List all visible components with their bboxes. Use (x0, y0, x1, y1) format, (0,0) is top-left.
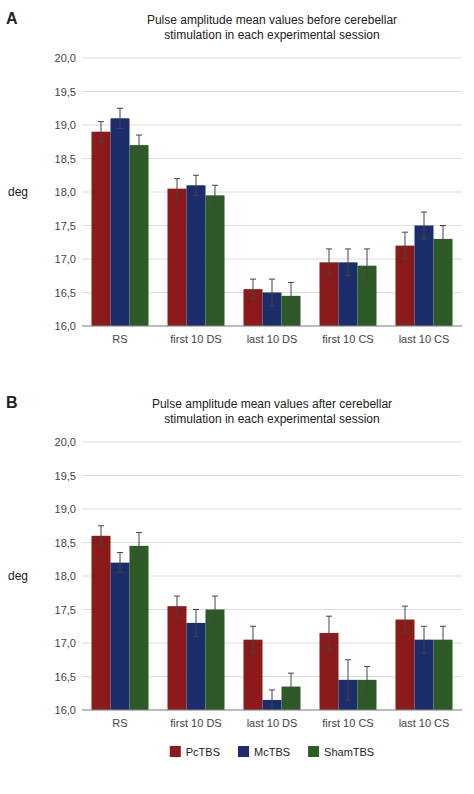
bar (168, 606, 187, 710)
error-bar (193, 610, 199, 637)
y-axis-label: deg (8, 185, 28, 199)
y-tick-label: 16,0 (55, 704, 76, 716)
grid-line (82, 58, 462, 59)
x-tick-label: RS (112, 717, 127, 729)
grid-line (82, 442, 462, 443)
error-bar (98, 122, 104, 142)
x-tick-label: last 10 CS (399, 717, 450, 729)
error-bar (212, 596, 218, 623)
error-bar (364, 666, 370, 693)
y-tick-label: 16,5 (55, 671, 76, 683)
y-tick-label: 19,0 (55, 503, 76, 515)
x-axis-line (82, 710, 462, 711)
error-bar (326, 616, 332, 650)
x-tick-label: last 10 CS (399, 333, 450, 345)
y-tick-label: 18,5 (55, 537, 76, 549)
bar (92, 132, 111, 326)
grid-line (82, 509, 462, 510)
legend-swatch (308, 746, 319, 757)
bar (187, 185, 206, 326)
chart-root: A Pulse amplitude mean values before cere… (0, 0, 474, 794)
title: Pulse amplitude mean values after cerebe… (152, 397, 392, 426)
error-bar (402, 606, 408, 633)
error-bar (440, 626, 446, 653)
y-tick-label: 17,0 (55, 637, 76, 649)
y-tick-label: 18,5 (55, 153, 76, 165)
x-tick-label: first 10 CS (322, 333, 373, 345)
legend-swatch (238, 746, 249, 757)
y-tick-label: 18,0 (55, 570, 76, 582)
error-bar (421, 626, 427, 653)
grid-line (82, 710, 462, 711)
y-tick-label: 17,5 (55, 220, 76, 232)
panel: B Pulse amplitude mean values after cereb… (6, 394, 462, 794)
error-bar (98, 526, 104, 546)
legend-label: McTBS (254, 746, 290, 758)
y-tick-label: 19,0 (55, 119, 76, 131)
error-bar (421, 212, 427, 239)
title: Pulse amplitude mean values before cereb… (147, 13, 397, 42)
legend-swatch (170, 746, 181, 757)
legend-label: ShamTBS (324, 746, 374, 758)
error-bar (250, 279, 256, 299)
bar (130, 145, 149, 326)
y-tick-label: 17,5 (55, 604, 76, 616)
error-bar (136, 135, 142, 155)
grid-line (82, 91, 462, 92)
x-tick-label: first 10 DS (170, 717, 221, 729)
error-bar (402, 232, 408, 259)
error-bar (269, 690, 275, 710)
y-tick-label: 19,5 (55, 86, 76, 98)
x-axis-line (82, 326, 462, 327)
panel: A Pulse amplitude mean values before cere… (6, 10, 462, 794)
error-bar (174, 596, 180, 616)
error-bar (364, 249, 370, 283)
error-bar (193, 175, 199, 195)
bar (168, 189, 187, 326)
y-tick-label: 20,0 (55, 52, 76, 64)
bar (415, 226, 434, 327)
error-bar (136, 532, 142, 559)
error-bar (117, 553, 123, 573)
grid-line (82, 475, 462, 476)
bar (206, 195, 225, 326)
bar (111, 118, 130, 326)
y-tick-label: 18,0 (55, 186, 76, 198)
plot-area (92, 108, 453, 326)
y-axis-label: deg (8, 569, 28, 583)
error-bar (174, 179, 180, 199)
legend-label: PcTBS (186, 746, 220, 758)
x-tick-label: last 10 DS (247, 717, 298, 729)
error-bar (326, 249, 332, 276)
legend: PcTBS McTBS ShamTBS (170, 746, 374, 758)
bar (111, 563, 130, 710)
bar (130, 546, 149, 710)
bar (206, 610, 225, 711)
x-tick-label: RS (112, 333, 127, 345)
error-bar (212, 185, 218, 205)
x-tick-label: first 10 DS (170, 333, 221, 345)
error-bar (269, 279, 275, 306)
error-bar (345, 249, 351, 276)
error-bar (288, 282, 294, 309)
error-bar (345, 660, 351, 700)
y-tick-label: 16,5 (55, 287, 76, 299)
panel-label: A (6, 10, 18, 27)
grid-line (82, 326, 462, 327)
error-bar (288, 673, 294, 700)
plot-area (92, 526, 453, 710)
x-tick-label: first 10 CS (322, 717, 373, 729)
panel-label: B (6, 394, 18, 411)
y-tick-label: 17,0 (55, 253, 76, 265)
bar (92, 536, 111, 710)
error-bar (117, 108, 123, 128)
y-tick-label: 19,5 (55, 470, 76, 482)
y-tick-label: 20,0 (55, 436, 76, 448)
x-tick-label: last 10 DS (247, 333, 298, 345)
error-bar (250, 626, 256, 653)
y-tick-label: 16,0 (55, 320, 76, 332)
grid-line (82, 125, 462, 126)
error-bar (440, 226, 446, 253)
